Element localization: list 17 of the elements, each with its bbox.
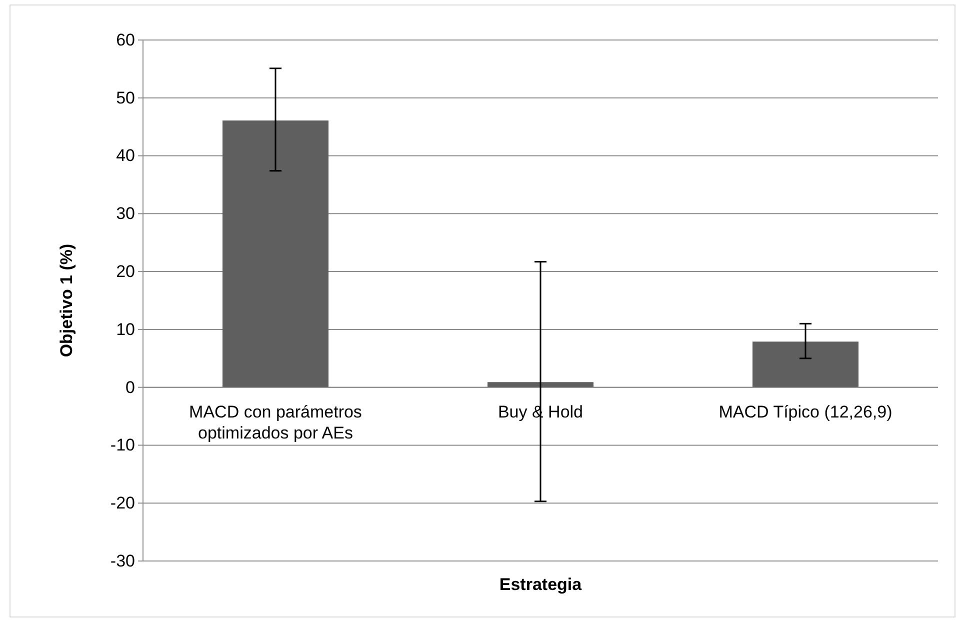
y-tick-label: 50 bbox=[116, 88, 135, 108]
y-tick-label: 30 bbox=[116, 204, 135, 224]
y-tick-label: -20 bbox=[110, 494, 135, 513]
y-tick-label: 40 bbox=[116, 146, 135, 166]
y-axis-title: Objetivo 1 (%) bbox=[57, 244, 76, 358]
bar bbox=[222, 120, 328, 388]
y-tick-label: 20 bbox=[116, 262, 135, 281]
x-tick-label: MACD Típico (12,26,9) bbox=[718, 402, 892, 422]
y-tick-label: 60 bbox=[116, 30, 135, 50]
x-tick-label: MACD con parámetros optimizados por AEs bbox=[189, 402, 362, 442]
bar bbox=[488, 382, 594, 388]
y-tick-label: 0 bbox=[126, 378, 135, 397]
x-axis-title: Estrategia bbox=[499, 575, 582, 594]
y-tick-label: 10 bbox=[116, 320, 135, 339]
y-tick-label: -10 bbox=[110, 436, 135, 455]
y-tick-label: -30 bbox=[110, 551, 135, 570]
bar bbox=[752, 342, 858, 388]
